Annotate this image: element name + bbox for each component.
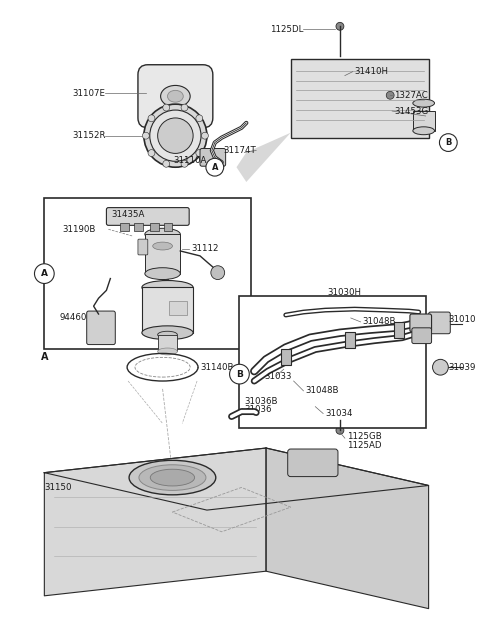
- FancyBboxPatch shape: [429, 312, 450, 334]
- Ellipse shape: [168, 90, 183, 102]
- FancyBboxPatch shape: [107, 208, 189, 225]
- Text: 31410H: 31410H: [355, 67, 389, 76]
- FancyBboxPatch shape: [200, 148, 226, 166]
- Text: 31112: 31112: [191, 244, 219, 254]
- Circle shape: [35, 264, 54, 283]
- Text: 1125DL: 1125DL: [270, 25, 303, 34]
- Text: 31152R: 31152R: [72, 131, 106, 140]
- Ellipse shape: [161, 85, 190, 107]
- Text: 31036B: 31036B: [244, 398, 278, 406]
- Ellipse shape: [413, 127, 434, 134]
- FancyBboxPatch shape: [288, 449, 338, 476]
- Bar: [345, 332, 355, 348]
- Ellipse shape: [142, 281, 193, 294]
- Bar: [169, 301, 187, 315]
- FancyBboxPatch shape: [87, 311, 115, 345]
- Text: 94460: 94460: [59, 314, 86, 322]
- FancyBboxPatch shape: [138, 239, 148, 255]
- Bar: [413, 111, 434, 131]
- Circle shape: [144, 104, 207, 167]
- Circle shape: [181, 160, 188, 167]
- Ellipse shape: [150, 469, 194, 486]
- Ellipse shape: [142, 326, 193, 339]
- Bar: [142, 287, 193, 333]
- Ellipse shape: [129, 461, 216, 495]
- Bar: [44, 198, 251, 350]
- Circle shape: [148, 115, 155, 122]
- Bar: [120, 223, 129, 231]
- Circle shape: [336, 427, 344, 434]
- Circle shape: [157, 118, 193, 153]
- Circle shape: [163, 104, 170, 111]
- Circle shape: [386, 91, 394, 99]
- Circle shape: [196, 150, 203, 156]
- Circle shape: [336, 22, 344, 30]
- Ellipse shape: [413, 99, 434, 107]
- Text: 1125AD: 1125AD: [347, 440, 381, 449]
- FancyBboxPatch shape: [410, 314, 432, 332]
- Text: 31010: 31010: [448, 316, 476, 324]
- Text: B: B: [445, 138, 452, 147]
- Bar: [145, 234, 180, 274]
- Circle shape: [196, 115, 203, 122]
- Ellipse shape: [139, 465, 206, 490]
- Text: B: B: [236, 370, 243, 379]
- Circle shape: [143, 133, 149, 139]
- Ellipse shape: [153, 242, 172, 250]
- Circle shape: [150, 110, 201, 162]
- FancyBboxPatch shape: [291, 59, 429, 138]
- Text: 31039: 31039: [448, 363, 476, 372]
- Ellipse shape: [157, 348, 177, 355]
- Text: 31435A: 31435A: [111, 210, 144, 219]
- Text: 31030H: 31030H: [328, 288, 362, 297]
- Text: 1125GB: 1125GB: [347, 432, 382, 440]
- Polygon shape: [44, 448, 429, 510]
- Text: 31036: 31036: [244, 405, 272, 414]
- Text: 31140B: 31140B: [200, 363, 233, 372]
- Ellipse shape: [157, 331, 177, 338]
- Text: 31150: 31150: [44, 483, 72, 492]
- Text: 31110A: 31110A: [173, 156, 207, 165]
- Circle shape: [163, 160, 170, 167]
- Text: 31034: 31034: [325, 409, 353, 418]
- Ellipse shape: [145, 268, 180, 280]
- Bar: [281, 350, 291, 365]
- Text: A: A: [41, 352, 48, 362]
- Circle shape: [202, 133, 208, 139]
- Bar: [164, 223, 172, 231]
- Text: 31453G: 31453G: [394, 107, 428, 115]
- Bar: [150, 223, 158, 231]
- Polygon shape: [266, 448, 429, 609]
- Text: 1327AC: 1327AC: [394, 91, 428, 100]
- Circle shape: [432, 359, 448, 375]
- Bar: [394, 322, 404, 338]
- Bar: [157, 334, 177, 351]
- Text: A: A: [41, 269, 48, 278]
- Text: 31048B: 31048B: [305, 386, 339, 396]
- Text: A: A: [212, 163, 218, 172]
- Bar: [240, 297, 426, 428]
- Bar: [134, 223, 143, 231]
- Circle shape: [211, 266, 225, 280]
- Circle shape: [440, 134, 457, 151]
- Text: 31174T: 31174T: [223, 146, 256, 155]
- Circle shape: [148, 150, 155, 156]
- FancyBboxPatch shape: [412, 328, 432, 344]
- Polygon shape: [237, 133, 291, 182]
- Text: 31107E: 31107E: [72, 89, 106, 98]
- Circle shape: [181, 104, 188, 111]
- Circle shape: [206, 158, 224, 176]
- Circle shape: [229, 364, 249, 384]
- Polygon shape: [44, 448, 266, 596]
- Text: 31190B: 31190B: [62, 225, 96, 233]
- Ellipse shape: [145, 228, 180, 240]
- Text: 31048B: 31048B: [362, 317, 396, 326]
- FancyBboxPatch shape: [138, 65, 213, 128]
- Text: 31033: 31033: [264, 372, 291, 380]
